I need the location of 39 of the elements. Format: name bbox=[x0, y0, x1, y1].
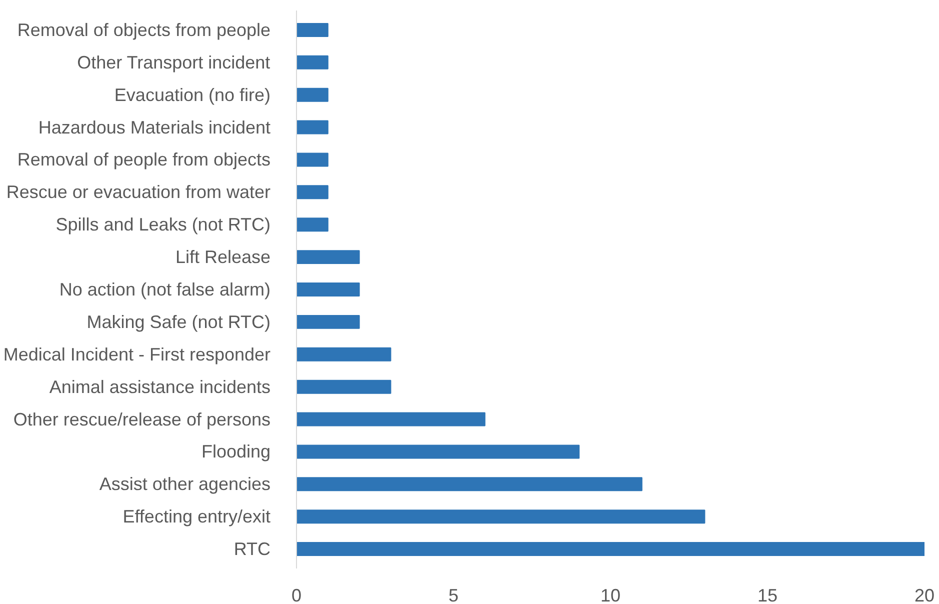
bar bbox=[296, 477, 642, 492]
y-tick-label: Flooding bbox=[201, 442, 270, 462]
bar bbox=[296, 185, 328, 200]
x-tick-label: 10 bbox=[600, 586, 621, 604]
y-tick-label: Spills and Leaks (not RTC) bbox=[56, 214, 271, 235]
x-tick-label: 15 bbox=[757, 586, 778, 604]
bar bbox=[296, 218, 328, 232]
bar bbox=[296, 347, 392, 362]
y-tick-label: Other Transport incident bbox=[77, 52, 270, 72]
y-tick-label: Removal of people from objects bbox=[17, 150, 270, 170]
bar bbox=[296, 412, 486, 426]
y-tick-label: Rescue or evacuation from water bbox=[6, 182, 271, 202]
y-tick-label: Animal assistance incidents bbox=[49, 376, 271, 397]
y-tick-label: Assist other agencies bbox=[99, 474, 271, 494]
bar bbox=[296, 55, 328, 70]
y-tick-label: Lift Release bbox=[175, 247, 271, 268]
y-tick-label: Effecting entry/exit bbox=[122, 506, 271, 527]
y-tick-label: Other rescue/release of persons bbox=[13, 409, 271, 430]
y-tick-label: Hazardous Materials incident bbox=[38, 117, 271, 138]
y-tick-label: Making Safe (not RTC) bbox=[86, 312, 271, 332]
bar bbox=[296, 120, 328, 134]
bar bbox=[296, 314, 360, 329]
bar bbox=[296, 152, 328, 167]
x-tick-label: 0 bbox=[291, 586, 302, 604]
bar bbox=[296, 380, 392, 394]
bar bbox=[296, 542, 924, 556]
y-tick-label: No action (not false alarm) bbox=[59, 280, 271, 300]
y-tick-label: Evacuation (no fire) bbox=[114, 84, 270, 105]
bar bbox=[296, 250, 360, 264]
y-tick-label: Removal of objects from people bbox=[17, 20, 270, 40]
bar bbox=[296, 88, 328, 102]
x-tick-label: 5 bbox=[448, 586, 459, 604]
bar bbox=[296, 282, 360, 296]
bar bbox=[296, 22, 328, 37]
bar bbox=[296, 444, 580, 459]
y-tick-label: Medical Incident - First responder bbox=[3, 344, 271, 364]
x-tick-label: 20 bbox=[914, 586, 935, 604]
bar bbox=[296, 510, 706, 524]
y-tick-label: RTC bbox=[234, 539, 271, 560]
